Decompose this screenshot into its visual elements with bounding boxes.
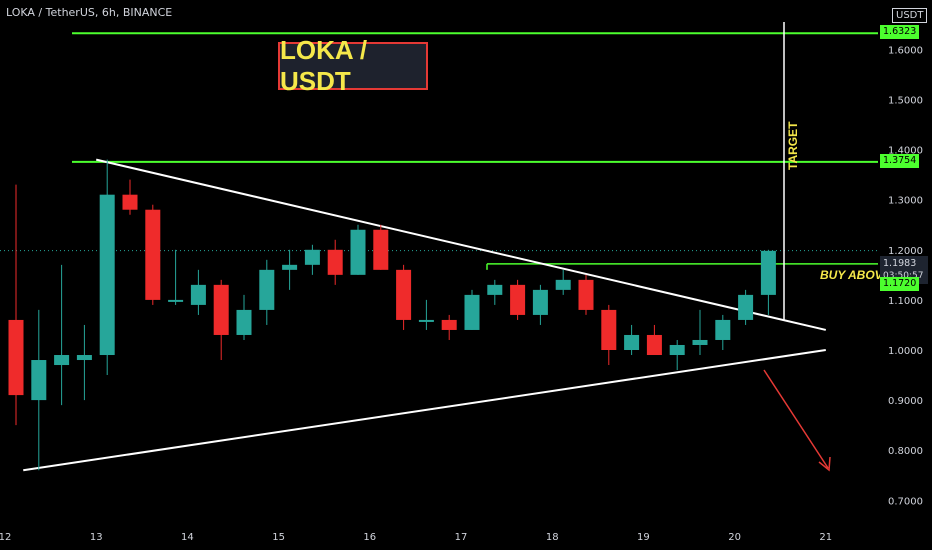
- candle-body: [555, 279, 571, 290]
- candle-body: [373, 229, 389, 270]
- down-arrow-head: [818, 456, 831, 472]
- candle-body: [418, 319, 434, 322]
- candle-body: [441, 319, 457, 330]
- y-tick-label: 1.5000: [888, 96, 923, 107]
- currency-label: USDT: [892, 8, 928, 23]
- x-tick-label: 20: [728, 532, 741, 543]
- price-tag-target-high: 1.6323: [880, 25, 920, 39]
- x-tick-label: 18: [546, 532, 559, 543]
- candle-body: [715, 319, 731, 340]
- candle-body: [487, 284, 503, 295]
- y-tick-label: 1.0000: [888, 346, 923, 357]
- trendline: [23, 349, 826, 472]
- y-tick-label: 1.3000: [888, 196, 923, 207]
- candle-body: [601, 309, 617, 350]
- candle-body: [54, 355, 70, 366]
- y-tick-label: 1.4000: [888, 146, 923, 157]
- candle-body: [464, 294, 480, 330]
- candle-body: [304, 249, 320, 265]
- candle-body: [760, 250, 776, 295]
- current-price-value: 1.1983: [883, 258, 917, 269]
- y-tick-label: 1.2000: [888, 246, 923, 257]
- x-tick-label: 14: [181, 532, 194, 543]
- price-tag-buy-level: 1.1720: [880, 277, 920, 291]
- candle-body: [190, 284, 206, 305]
- down-arrow-line: [763, 369, 829, 469]
- candle-body: [669, 344, 685, 356]
- price-tag-target-mid: 1.3754: [880, 154, 920, 168]
- candle-body: [213, 284, 229, 335]
- candle-body: [259, 269, 275, 310]
- trendline: [95, 158, 827, 331]
- y-tick-label: 1.6000: [888, 45, 923, 56]
- candle-body: [510, 284, 526, 315]
- x-tick-label: 16: [363, 532, 376, 543]
- candle-body: [76, 355, 92, 361]
- pair-title-box: LOKA / USDT: [278, 35, 428, 96]
- candle-body: [738, 294, 754, 320]
- buy-above-label: BUY ABOVE: [820, 268, 891, 282]
- candle-body: [31, 360, 47, 401]
- target-label: TARGET: [786, 121, 800, 170]
- symbol-title: LOKA / TetherUS, 6h, BINANCE: [6, 6, 173, 19]
- x-tick-label: 13: [90, 532, 103, 543]
- x-tick-label: 19: [637, 532, 650, 543]
- candle-body: [396, 269, 412, 320]
- candle-body: [145, 209, 161, 300]
- y-tick-label: 1.1000: [888, 296, 923, 307]
- candle-body: [122, 194, 138, 210]
- x-tick-label: 15: [272, 532, 285, 543]
- candle-body: [99, 194, 115, 356]
- candle-body: [624, 334, 640, 350]
- y-tick-label: 0.9000: [888, 396, 923, 407]
- y-tick-label: 0.8000: [888, 446, 923, 457]
- candle-body: [350, 229, 366, 275]
- candle-body: [692, 339, 708, 345]
- candle-body: [236, 309, 252, 335]
- candle-body: [8, 319, 24, 396]
- candle-body: [168, 299, 184, 302]
- candle-body: [327, 249, 343, 275]
- y-tick-label: 0.7000: [888, 496, 923, 507]
- x-tick-label: 17: [455, 532, 468, 543]
- countdown-timer: 03:50:57: [883, 271, 924, 281]
- candle-body: [532, 289, 548, 315]
- x-tick-label: 12: [0, 532, 11, 543]
- candle-body: [578, 279, 594, 310]
- candle-body: [282, 264, 298, 270]
- x-tick-label: 21: [819, 532, 832, 543]
- candle-body: [646, 334, 662, 356]
